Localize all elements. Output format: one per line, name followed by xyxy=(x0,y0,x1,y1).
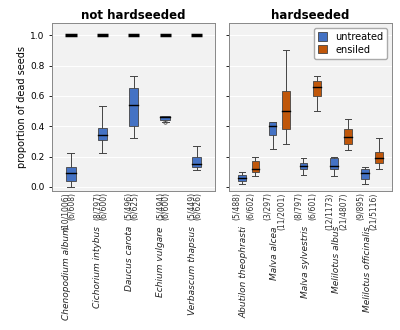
Text: Melilotus officinalis: Melilotus officinalis xyxy=(363,226,372,312)
Bar xyxy=(66,167,76,181)
Text: (8/797): (8/797) xyxy=(93,192,102,220)
Bar xyxy=(129,88,138,126)
Text: (8/797): (8/797) xyxy=(294,192,304,220)
Bar xyxy=(300,163,307,169)
Bar xyxy=(98,128,107,140)
Text: (9/895): (9/895) xyxy=(356,192,365,220)
Bar xyxy=(361,169,369,179)
Bar xyxy=(313,81,321,96)
Text: (6/600): (6/600) xyxy=(162,192,171,220)
Text: (6/601): (6/601) xyxy=(308,192,317,220)
Text: (6/625): (6/625) xyxy=(130,192,139,220)
Bar xyxy=(238,175,246,181)
Text: (3/297): (3/297) xyxy=(264,192,273,220)
Text: (6/602): (6/602) xyxy=(246,192,255,220)
Text: (5/449): (5/449) xyxy=(188,192,197,220)
Text: (5/496): (5/496) xyxy=(125,192,134,220)
Legend: untreated, ensiled: untreated, ensiled xyxy=(314,28,387,59)
Bar xyxy=(344,129,352,145)
Text: (11/2001): (11/2001) xyxy=(277,192,286,230)
Text: Abutilon theophrasti: Abutilon theophrasti xyxy=(240,226,248,318)
Text: (10/1006): (10/1006) xyxy=(62,192,71,230)
Text: (12/1173): (12/1173) xyxy=(325,192,334,230)
Text: Malva sylvestris: Malva sylvestris xyxy=(301,226,310,298)
Bar xyxy=(330,158,338,169)
Bar xyxy=(252,161,259,172)
Text: (5/494): (5/494) xyxy=(156,192,165,220)
Bar xyxy=(282,91,290,129)
Bar xyxy=(375,152,382,163)
Text: (6/626): (6/626) xyxy=(193,192,202,220)
Text: Malva alcea: Malva alcea xyxy=(270,226,280,280)
Text: Melilotus albus: Melilotus albus xyxy=(332,226,341,293)
Text: Chenopodium album: Chenopodium album xyxy=(62,226,71,320)
Title: hardseeded: hardseeded xyxy=(271,9,350,22)
Text: Cichorium intybus: Cichorium intybus xyxy=(93,226,102,308)
Text: (6/608): (6/608) xyxy=(68,192,76,220)
Text: Echium vulgare: Echium vulgare xyxy=(156,226,165,297)
Y-axis label: proportion of dead seeds: proportion of dead seeds xyxy=(17,46,27,168)
Text: (6/600): (6/600) xyxy=(99,192,108,220)
Bar xyxy=(160,115,170,120)
Text: Verbascum thapsus: Verbascum thapsus xyxy=(188,226,197,315)
Text: (5/488): (5/488) xyxy=(233,192,242,220)
Bar xyxy=(269,122,276,135)
Text: (21/5116): (21/5116) xyxy=(370,192,379,230)
Bar xyxy=(192,156,201,167)
Text: Daucus carota: Daucus carota xyxy=(125,226,134,291)
Title: not hardseeded: not hardseeded xyxy=(82,9,186,22)
Text: (21/4807): (21/4807) xyxy=(339,192,348,230)
